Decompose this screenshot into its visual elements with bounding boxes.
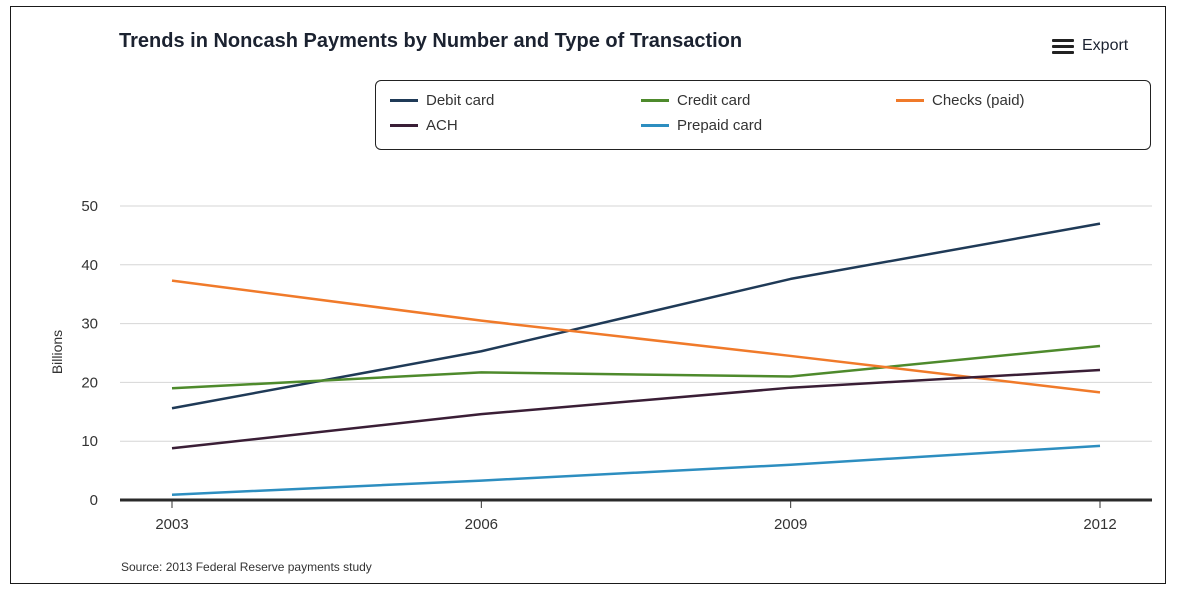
x-tick-label: 2006 [465,516,498,533]
series-line-checks-paid[interactable] [171,279,1101,394]
legend-item-checks-paid[interactable]: Checks (paid) [896,92,1025,109]
legend-swatch [896,99,924,102]
y-axis-label: Billions [49,330,65,374]
legend-item-prepaid-card[interactable]: Prepaid card [641,117,762,134]
legend-item-debit-card[interactable]: Debit card [390,92,494,109]
legend-label: ACH [426,117,458,134]
y-tick-label: 0 [90,492,98,509]
legend-label: Prepaid card [677,117,763,134]
legend-swatch [390,99,418,102]
legend-swatch [641,124,669,127]
grid-lines [120,205,1152,502]
chart-frame [10,6,1166,584]
y-tick-label: 10 [81,433,98,450]
x-tick-label: 2009 [774,516,807,533]
legend-item-ach[interactable]: ACH [390,117,458,134]
export-button[interactable]: Export [1052,34,1128,58]
y-tick-label: 50 [81,198,98,215]
y-tick-label: 20 [81,374,98,391]
legend-label: Credit card [677,92,751,109]
series-line-credit-card[interactable] [171,344,1101,390]
y-tick-labels: 0 10 20 30 40 50 [81,198,98,509]
series-line-ach[interactable] [171,368,1101,450]
x-tick-label: 2003 [155,516,188,533]
y-tick-label: 30 [81,316,98,333]
legend-swatch [641,99,669,102]
legend-label: Debit card [426,92,495,109]
series-lines [171,222,1101,496]
legend-swatch [390,124,418,127]
export-label: Export [1082,37,1129,54]
legend-label: Checks (paid) [932,92,1025,109]
y-tick-label: 40 [81,257,98,274]
legend-item-credit-card[interactable]: Credit card [641,92,750,109]
menu-icon [1052,38,1074,54]
series-line-prepaid-card[interactable] [171,444,1101,496]
x-tick-labels: 2003 2006 2009 2012 [155,500,1117,533]
x-tick-label: 2012 [1083,516,1116,533]
chart-title: Trends in Noncash Payments by Number and… [119,30,743,52]
source-note: Source: 2013 Federal Reserve payments st… [121,560,372,574]
chart-legend: Debit card Credit card Checks (paid) ACH… [375,80,1151,150]
